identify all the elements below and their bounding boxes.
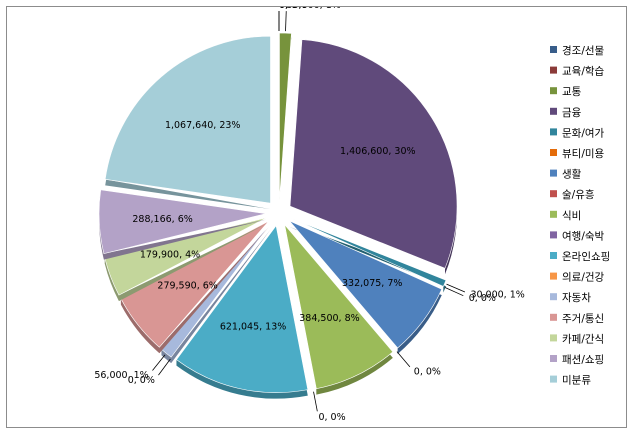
legend-label-10: 여행/숙박 xyxy=(562,230,605,242)
legend-swatch-15 xyxy=(550,334,557,342)
leader-line-10 xyxy=(313,391,318,412)
leader-line-8 xyxy=(396,351,411,368)
data-label-10: 0, 0% xyxy=(318,412,345,423)
legend-swatch-6 xyxy=(550,149,557,156)
pie-slice-16 xyxy=(98,189,267,260)
legend-label-16: 패션/쇼핑 xyxy=(562,354,604,366)
data-label-3: 53,600, 1% xyxy=(286,7,340,11)
legend-label-1: 경조/선물 xyxy=(562,44,605,57)
pie-slice-3 xyxy=(279,32,292,207)
legend-swatch-5 xyxy=(550,128,557,136)
legend-label-17: 미분류 xyxy=(562,375,591,387)
legend-swatch-7 xyxy=(550,169,557,177)
data-label-2: 0, 0% xyxy=(279,7,306,11)
legend-swatch-11 xyxy=(550,252,557,259)
data-label-8: 0, 0% xyxy=(414,366,441,377)
legend-swatch-3 xyxy=(550,87,557,95)
legend-label-15: 카페/간식 xyxy=(562,333,604,345)
pie-slice-5 xyxy=(290,217,447,293)
data-label-5: 30,000, 1% xyxy=(470,289,524,300)
pie-slice-11 xyxy=(176,224,309,399)
leader-line-12 xyxy=(158,358,171,376)
legend-swatch-8 xyxy=(550,190,557,198)
leader-line-5 xyxy=(446,283,466,293)
legend-swatch-13 xyxy=(550,293,557,301)
data-label-4: 1,406,600, 30% xyxy=(340,146,416,157)
chart-area: 0, 0%0, 0%53,600, 1%1,406,600, 30%30,000… xyxy=(6,6,627,428)
leader-line-13 xyxy=(152,354,166,371)
data-label-12: 0, 0% xyxy=(128,375,155,386)
legend-swatch-14 xyxy=(550,313,557,321)
leader-line-3 xyxy=(285,11,287,32)
data-label-13: 56,000, 1% xyxy=(94,370,148,381)
data-label-6: 0, 0% xyxy=(469,293,496,304)
legend-label-7: 생활 xyxy=(562,168,582,181)
data-label-17: 1,067,640, 23% xyxy=(165,120,241,131)
data-label-7: 332,075, 7% xyxy=(342,278,402,289)
data-label-11: 621,045, 13% xyxy=(220,322,286,333)
pie-slice-9 xyxy=(284,223,394,395)
legend-swatch-12 xyxy=(550,272,557,280)
legend-label-13: 자동차 xyxy=(562,292,591,304)
legend-label-9: 식비 xyxy=(562,210,581,222)
legend-label-12: 의료/건강 xyxy=(562,272,605,284)
pie-slice-7 xyxy=(289,220,443,354)
legend-swatch-2 xyxy=(550,66,557,74)
data-label-15: 179,900, 4% xyxy=(140,249,200,260)
legend: 경조/선물교육/학습교통금융문화/여가뷰티/미용생활술/유흥식비여행/숙박온라인… xyxy=(550,44,610,387)
pie-chart: 0, 0%0, 0%53,600, 1%1,406,600, 30%30,000… xyxy=(94,7,610,423)
legend-swatch-4 xyxy=(550,107,557,115)
legend-label-4: 금융 xyxy=(562,107,582,119)
legend-swatch-16 xyxy=(550,355,557,362)
data-label-14: 279,590, 6% xyxy=(157,280,217,291)
legend-swatch-17 xyxy=(550,375,557,383)
pie-slice-17 xyxy=(104,35,271,210)
legend-label-5: 문화/여가 xyxy=(562,127,605,139)
data-label-9: 384,500, 8% xyxy=(299,313,359,324)
legend-label-2: 교육/학습 xyxy=(562,66,605,78)
legend-swatch-10 xyxy=(550,231,557,239)
pie-slice-4 xyxy=(289,39,458,275)
data-label-16: 288,166, 6% xyxy=(132,214,192,225)
legend-label-8: 술/유흥 xyxy=(562,188,595,201)
legend-swatch-1 xyxy=(550,46,557,53)
legend-swatch-9 xyxy=(550,210,557,218)
leader-line-6 xyxy=(444,287,464,297)
legend-label-6: 뷰티/미용 xyxy=(562,148,605,160)
legend-label-14: 주거/통신 xyxy=(562,313,604,325)
data-label-1: 0, 0% xyxy=(279,7,306,11)
legend-label-3: 교통 xyxy=(562,86,582,98)
legend-label-11: 온라인쇼핑 xyxy=(562,251,610,263)
